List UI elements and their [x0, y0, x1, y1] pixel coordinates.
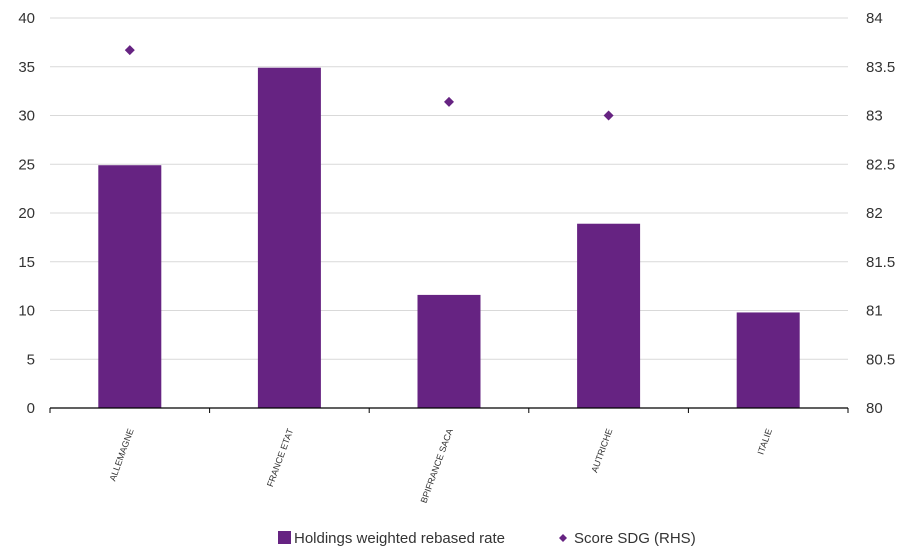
y-right-tick-label: 84: [866, 10, 883, 27]
bar: [417, 294, 481, 408]
y-right-tick-label: 82.5: [866, 156, 895, 173]
legend-swatch-marker: [559, 534, 567, 542]
legend: Holdings weighted rebased rate Score SDG …: [278, 530, 696, 547]
bar: [577, 223, 641, 408]
bar-series: [98, 67, 800, 408]
y-left-tick-label: 0: [27, 400, 35, 417]
score-marker: [603, 110, 614, 121]
x-category-label: FRANCE ETAT: [265, 427, 295, 488]
y-right-tick-label: 83: [866, 108, 883, 125]
score-marker: [124, 45, 135, 56]
legend-label-bar: Holdings weighted rebased rate: [294, 530, 505, 547]
x-category-label: AUTRICHE: [589, 427, 614, 474]
y-left-tick-label: 15: [18, 254, 35, 271]
y-right-tick-label: 80: [866, 400, 883, 417]
y-left-tick-label: 30: [18, 108, 35, 125]
y-right-tick-label: 83.5: [866, 59, 895, 76]
y-right-tick-label: 80.5: [866, 351, 895, 368]
axes: [49, 407, 849, 413]
y-left-tick-label: 25: [18, 156, 35, 173]
x-category-label: ALLEMAGNE: [107, 427, 135, 482]
grid-lines: [50, 17, 848, 360]
bar: [736, 312, 800, 408]
y-left-tick-label: 10: [18, 303, 35, 320]
y-right-tick-label: 81: [866, 303, 883, 320]
y-left-tick-label: 5: [27, 351, 35, 368]
y-left-tick-label: 20: [18, 205, 35, 222]
y-left-tick-label: 40: [18, 10, 35, 27]
y-left-tick-label: 35: [18, 59, 35, 76]
score-marker: [444, 96, 454, 107]
x-category-label: BPIFRANCE SACA: [419, 427, 455, 504]
y-right-tick-label: 82: [866, 205, 883, 222]
marker-series: [124, 45, 614, 121]
y-right-tick-label: 81.5: [866, 254, 895, 271]
x-category-label: ITALIE: [756, 427, 775, 456]
bar: [98, 165, 162, 408]
legend-swatch-bar: [278, 531, 291, 544]
bar: [257, 67, 321, 408]
legend-label-marker: Score SDG (RHS): [574, 530, 696, 547]
